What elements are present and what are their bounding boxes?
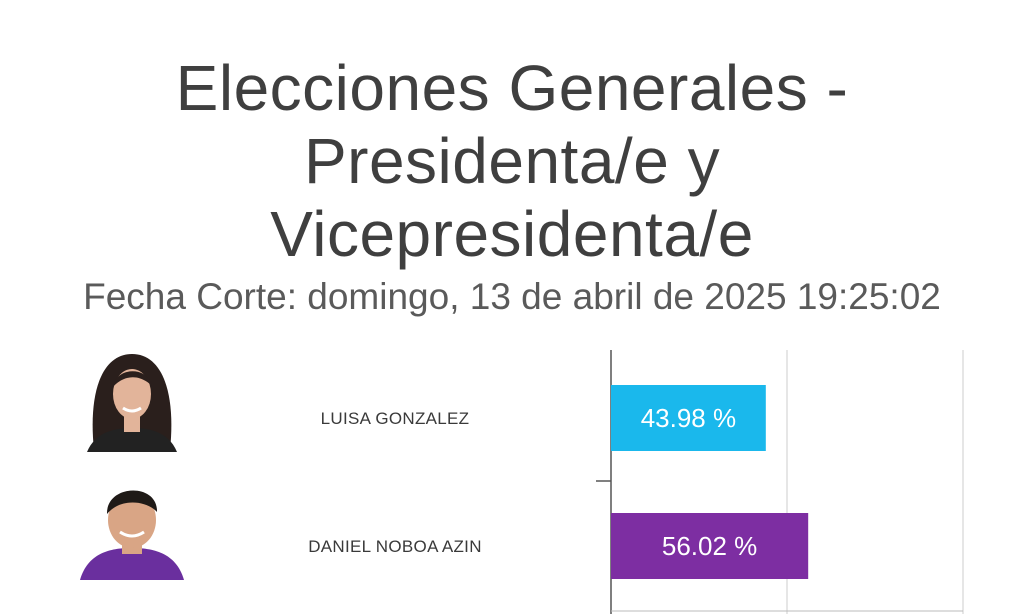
- candidate-name: DANIEL NOBOA AZIN: [308, 537, 482, 556]
- cutoff-date: Fecha Corte: domingo, 13 de abril de 202…: [83, 276, 941, 317]
- result-bar: [611, 513, 809, 579]
- candidate-name: LUISA GONZALEZ: [321, 409, 470, 428]
- title-line-2: Presidenta/e y: [303, 125, 721, 197]
- title-line-1: Elecciones Generales -: [175, 52, 849, 124]
- result-bar: [611, 385, 766, 451]
- candidate-photo-male: [80, 490, 184, 580]
- candidate-rows: LUISA GONZALEZ 43.98 % DANIEL NOBOA AZIN 56…: [80, 354, 809, 580]
- candidate-photo-female: [87, 354, 177, 452]
- title-line-3: Vicepresidenta/e: [270, 198, 754, 270]
- page-title: Elecciones Generales - Presidenta/e y Vi…: [0, 52, 1024, 271]
- candidate-row: DANIEL NOBOA AZIN 56.02 %: [80, 490, 809, 580]
- vote-percentage: 56.02 %: [662, 531, 757, 561]
- vote-percentage: 43.98 %: [641, 403, 736, 433]
- candidate-row: LUISA GONZALEZ 43.98 %: [87, 354, 766, 452]
